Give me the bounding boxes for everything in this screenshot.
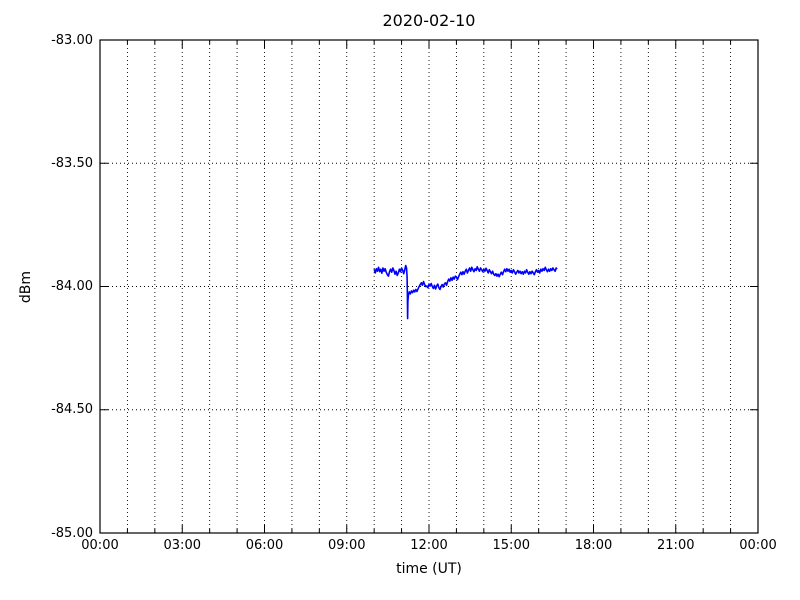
x-axis-label: time (UT)	[396, 561, 462, 577]
x-tick-label: 12:00	[410, 538, 448, 553]
x-tick-label: 00:00	[739, 538, 777, 553]
y-tick-label: -85.00	[51, 525, 93, 541]
y-axis-label: dBm	[18, 270, 34, 304]
y-tick-label: -84.50	[51, 402, 93, 418]
x-tick-label: 15:00	[492, 538, 530, 553]
chart-title: 2020-02-10	[382, 11, 476, 30]
x-tick-label: 03:00	[163, 538, 201, 553]
x-tick-label: 21:00	[657, 538, 695, 553]
x-tick-label: 09:00	[328, 538, 366, 553]
y-tick-label: -83.50	[51, 155, 93, 171]
y-tick-label: -84.00	[51, 279, 93, 294]
x-tick-label: 00:00	[81, 538, 119, 553]
y-tick-label: -83.00	[51, 32, 93, 48]
data-line	[373, 264, 558, 320]
axis-frame	[99, 39, 759, 534]
x-tick-label: 18:00	[574, 538, 613, 553]
x-tick-label: 06:00	[245, 538, 284, 553]
